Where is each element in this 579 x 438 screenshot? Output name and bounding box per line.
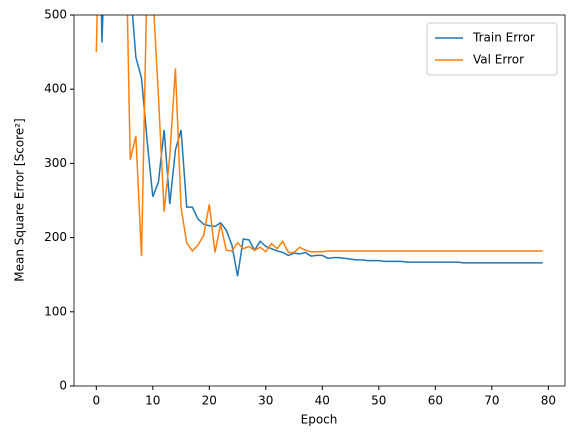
- y-tick-label: 500: [44, 8, 67, 22]
- x-tick-label: 10: [145, 394, 160, 408]
- y-tick-label: 300: [44, 156, 67, 170]
- x-tick-label: 50: [371, 394, 386, 408]
- plot-area: [95, 15, 543, 277]
- x-axis-label: Epoch: [301, 413, 338, 427]
- series-line: [100, 15, 543, 277]
- legend-label: Train Error: [472, 31, 535, 45]
- x-tick-label: 70: [484, 394, 499, 408]
- legend-label: Val Error: [473, 53, 524, 67]
- x-tick-label: 60: [428, 394, 443, 408]
- x-tick-label: 30: [258, 394, 273, 408]
- x-tick-label: 0: [92, 394, 100, 408]
- y-tick-label: 200: [44, 230, 67, 244]
- x-tick-label: 20: [202, 394, 217, 408]
- legend-box: [426, 22, 558, 76]
- y-tick-label: 0: [59, 379, 67, 393]
- y-axis-label: Mean Square Error [Score²]: [13, 118, 27, 281]
- series-line: [95, 15, 543, 257]
- y-tick-label: 100: [44, 304, 67, 318]
- axes-frame: [73, 14, 566, 387]
- y-tick-label: 400: [44, 82, 67, 96]
- x-tick-label: 80: [541, 394, 556, 408]
- x-tick-label: 40: [315, 394, 330, 408]
